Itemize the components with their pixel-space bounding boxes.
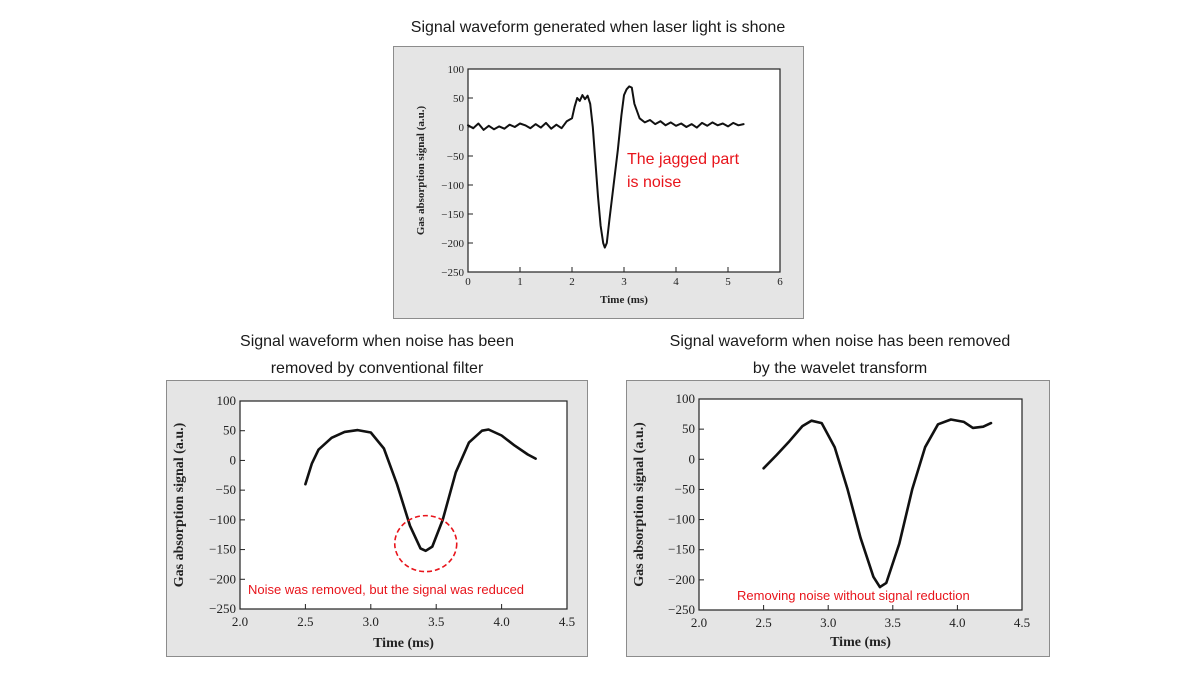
y-tick-label: −50	[447, 151, 465, 163]
right-caption-line2: by the wavelet transform	[752, 360, 928, 377]
left-caption-line1: Signal waveform when noise has been	[240, 333, 514, 350]
raw-signal-chart: 0 1 2 3 4 5 6 100 50 0 −50 −100 −150 −200 −250 Time (ms…	[415, 64, 783, 306]
series-line	[762, 418, 993, 589]
y-tick-label: −100	[441, 180, 464, 192]
y-tick-label: 0	[689, 451, 696, 466]
y-tick-label: −250	[668, 602, 695, 617]
x-tick-label: 3.0	[363, 614, 379, 629]
y-tick-label: −250	[209, 601, 236, 616]
y-tick-label: −200	[668, 572, 695, 587]
y-tick-label: −250	[441, 267, 464, 279]
y-tick-label: −150	[209, 542, 236, 557]
raw-signal-panel: 0 1 2 3 4 5 6 100 50 0 −50 −100 −150 −200 −250 Time (ms…	[393, 46, 804, 319]
y-tick-label: 0	[230, 452, 237, 467]
noise-annotation-line1: The jagged part	[627, 151, 740, 168]
y-tick-label: 0	[459, 122, 465, 134]
x-tick-label: 0	[465, 276, 471, 288]
x-tick-label: 2.5	[755, 615, 771, 630]
x-tick-label: 3.5	[428, 614, 444, 629]
x-tick-label: 2.5	[297, 614, 313, 629]
x-tick-label: 2.0	[232, 614, 248, 629]
left-chart-caption: Signal waveform when noise has been remo…	[170, 328, 584, 382]
x-axis-label: Time (ms)	[373, 636, 434, 651]
x-tick-label: 2	[569, 276, 575, 288]
no-reduction-annotation: Removing noise without signal reduction	[737, 588, 970, 603]
y-tick-label: −200	[209, 571, 236, 586]
left-caption-line2: removed by conventional filter	[270, 360, 484, 377]
right-caption-line1: Signal waveform when noise has been remo…	[669, 333, 1011, 350]
y-tick-label: 50	[682, 421, 695, 436]
y-tick-label: 100	[676, 391, 696, 406]
x-tick-label: 3.0	[820, 615, 836, 630]
right-chart-caption: Signal waveform when noise has been remo…	[620, 328, 1060, 382]
y-tick-label: −150	[668, 542, 695, 557]
x-axis-label: Time (ms)	[600, 294, 648, 306]
y-tick-label: 50	[453, 93, 465, 105]
wavelet-chart: 2.0 2.5 3.0 3.5 4.0 4.5 100 50 0 −50 −100 −150 −200 −…	[632, 391, 1030, 650]
x-tick-label: 3.5	[885, 615, 901, 630]
x-tick-label: 6	[777, 276, 783, 288]
conventional-filter-chart: 2.0 2.5 3.0 3.5 4.0 4.5 100 50 0 −50 −100 −150 −200 −…	[172, 393, 575, 651]
y-tick-label: −100	[209, 512, 236, 527]
y-tick-label: 50	[223, 423, 236, 438]
x-tick-label: 4	[673, 276, 679, 288]
series-line	[304, 428, 537, 553]
wavelet-panel: 2.0 2.5 3.0 3.5 4.0 4.5 100 50 0 −50 −100 −150 −200 −…	[626, 380, 1050, 657]
series-line	[467, 85, 745, 249]
x-tick-label: 1	[517, 276, 523, 288]
x-tick-label: 4.5	[1014, 615, 1030, 630]
noise-annotation-line2: is noise	[627, 174, 681, 191]
plot-area	[698, 398, 1023, 611]
y-tick-label: −100	[668, 512, 695, 527]
y-tick-label: 100	[448, 64, 465, 76]
y-tick-label: −50	[675, 481, 695, 496]
top-chart-caption: Signal waveform generated when laser lig…	[410, 19, 786, 36]
y-axis-label: Gas absorption signal (a.u.)	[415, 106, 427, 236]
y-tick-label: −50	[216, 482, 236, 497]
x-axis-label: Time (ms)	[830, 635, 891, 650]
x-tick-label: 2.0	[691, 615, 707, 630]
x-tick-label: 4.0	[493, 614, 509, 629]
y-tick-label: −200	[441, 238, 464, 250]
y-axis-label: Gas absorption signal (a.u.)	[172, 422, 187, 587]
reduced-signal-highlight-circle	[393, 514, 458, 573]
y-tick-label: 100	[217, 393, 237, 408]
x-tick-label: 4.0	[949, 615, 965, 630]
conventional-filter-panel: 2.0 2.5 3.0 3.5 4.0 4.5 100 50 0 −50 −100 −150 −200 −…	[166, 380, 588, 657]
x-tick-label: 5	[725, 276, 731, 288]
x-tick-label: 4.5	[559, 614, 575, 629]
reduced-signal-annotation: Noise was removed, but the signal was re…	[248, 582, 524, 597]
y-axis-label: Gas absorption signal (a.u.)	[632, 422, 647, 587]
x-tick-label: 3	[621, 276, 627, 288]
y-tick-label: −150	[441, 209, 464, 221]
